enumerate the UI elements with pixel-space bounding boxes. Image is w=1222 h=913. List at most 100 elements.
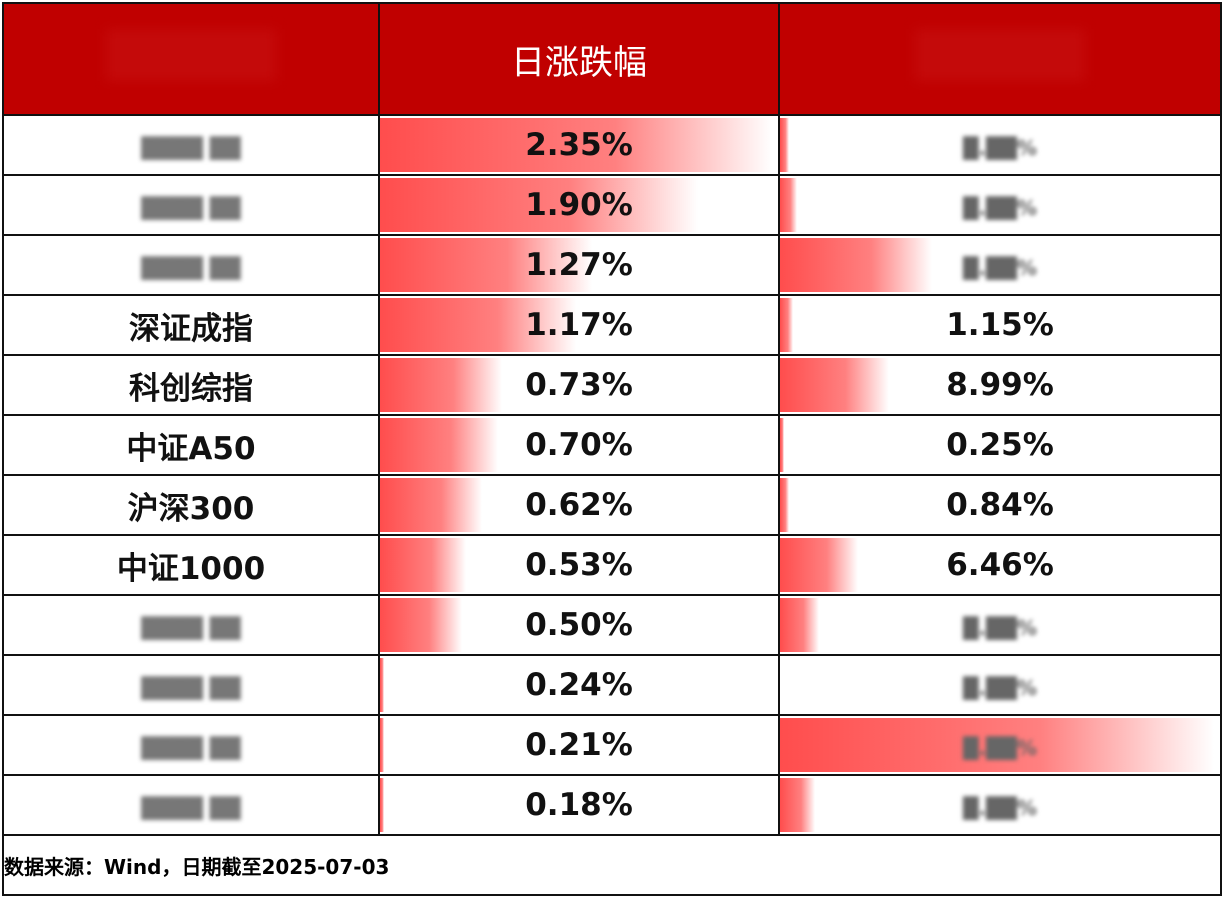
other-metric-bar <box>780 718 1214 772</box>
table-body: ████ ██ 2.35% █.██% ████ ██ 1.90% █.██% ████ █… <box>2 114 1222 836</box>
index-performance-table: 日涨跌幅 ████ ██ 2.35% █.██% ████ ██ 1.90% █.██% █… <box>2 2 1222 896</box>
index-name-cell: ████ ██ <box>2 234 380 296</box>
table-row: ████ ██ 1.90% █.██% <box>2 174 1222 236</box>
data-source-note: 数据来源：Wind，日期截至2025-07-03 <box>2 834 1222 896</box>
table-row: 科创综指 0.73% 8.99% <box>2 354 1222 416</box>
daily-change-bar <box>380 778 384 832</box>
daily-change-bar <box>380 298 576 352</box>
other-metric-value: 8.99% <box>946 367 1054 403</box>
table-row: ████ ██ 1.27% █.██% <box>2 234 1222 296</box>
daily-change-value: 0.18% <box>525 787 633 823</box>
daily-change-cell: 0.50% <box>378 594 780 656</box>
table-row: ████ ██ 0.18% █.██% <box>2 774 1222 836</box>
blurred-index-name: ████ ██ <box>141 736 241 760</box>
table-row: ████ ██ 0.24% █.██% <box>2 654 1222 716</box>
other-metric-cell: █.██% <box>778 234 1222 296</box>
daily-change-cell: 0.70% <box>378 414 780 476</box>
other-metric-bar <box>780 238 932 292</box>
other-metric-bar <box>780 118 789 172</box>
other-metric-cell: 8.99% <box>778 354 1222 416</box>
header-index-name <box>2 2 380 116</box>
daily-change-cell: 0.62% <box>378 474 780 536</box>
blurred-other-value: █.██% <box>963 676 1037 700</box>
header-other-metric <box>778 2 1222 116</box>
other-metric-cell: █.██% <box>778 594 1222 656</box>
index-name-cell: ████ ██ <box>2 114 380 176</box>
index-name: 中证1000 <box>116 550 266 587</box>
daily-change-bar <box>380 658 384 712</box>
daily-change-value: 0.73% <box>525 367 633 403</box>
table-row: 中证A50 0.70% 0.25% <box>2 414 1222 476</box>
blurred-header-label <box>915 28 1085 81</box>
daily-change-cell: 0.53% <box>378 534 780 596</box>
index-name: 沪深300 <box>127 490 255 527</box>
other-metric-cell: 1.15% <box>778 294 1222 356</box>
daily-change-cell: 0.73% <box>378 354 780 416</box>
blurred-index-name: ████ ██ <box>141 616 241 640</box>
blurred-index-name: ████ ██ <box>141 196 241 220</box>
other-metric-bar <box>780 418 785 472</box>
index-name-cell: ████ ██ <box>2 654 380 716</box>
index-name-cell: 深证成指 <box>2 294 380 356</box>
daily-change-cell: 2.35% <box>378 114 780 176</box>
blurred-index-name: ████ ██ <box>141 676 241 700</box>
other-metric-bar <box>780 778 815 832</box>
daily-change-value: 0.62% <box>525 487 633 523</box>
index-name-cell: 中证A50 <box>2 414 380 476</box>
table-row: ████ ██ 2.35% █.██% <box>2 114 1222 176</box>
daily-change-value: 0.70% <box>525 427 633 463</box>
daily-change-value: 0.53% <box>525 547 633 583</box>
daily-change-bar <box>380 358 502 412</box>
table-footer-row: 数据来源：Wind，日期截至2025-07-03 <box>2 834 1222 896</box>
other-metric-bar <box>780 298 794 352</box>
other-metric-cell: 6.46% <box>778 534 1222 596</box>
table-row: ████ ██ 0.21% █.██% <box>2 714 1222 776</box>
other-metric-bar <box>780 178 798 232</box>
daily-change-bar <box>380 178 698 232</box>
index-name-cell: 中证1000 <box>2 534 380 596</box>
daily-change-cell: 0.18% <box>378 774 780 836</box>
daily-change-cell: 1.27% <box>378 234 780 296</box>
daily-change-bar <box>380 718 384 772</box>
daily-change-cell: 0.24% <box>378 654 780 716</box>
index-name: 中证A50 <box>126 430 256 467</box>
blurred-index-name: ████ ██ <box>141 256 241 280</box>
blurred-other-value: █.██% <box>963 796 1037 820</box>
other-metric-cell: █.██% <box>778 654 1222 716</box>
other-metric-bar <box>780 598 820 652</box>
blurred-other-value: █.██% <box>963 136 1037 160</box>
daily-change-value: 0.24% <box>525 667 633 703</box>
daily-change-bar <box>380 598 463 652</box>
daily-change-cell: 1.90% <box>378 174 780 236</box>
other-metric-cell: █.██% <box>778 714 1222 776</box>
daily-change-bar <box>380 478 482 532</box>
index-name-cell: ████ ██ <box>2 174 380 236</box>
index-name-cell: ████ ██ <box>2 714 380 776</box>
index-name-cell: 科创综指 <box>2 354 380 416</box>
daily-change-value: 1.90% <box>525 187 633 223</box>
table-header-row: 日涨跌幅 <box>2 2 1222 116</box>
other-metric-value: 0.84% <box>946 487 1054 523</box>
daily-change-value: 1.27% <box>525 247 633 283</box>
other-metric-cell: █.██% <box>778 774 1222 836</box>
daily-change-bar <box>380 418 498 472</box>
other-metric-value: 6.46% <box>946 547 1054 583</box>
other-metric-cell: █.██% <box>778 114 1222 176</box>
other-metric-cell: 0.25% <box>778 414 1222 476</box>
index-name-cell: ████ ██ <box>2 594 380 656</box>
daily-change-bar <box>380 118 772 172</box>
daily-change-bar <box>380 238 592 292</box>
blurred-index-name: ████ ██ <box>141 796 241 820</box>
blurred-other-value: █.██% <box>963 196 1037 220</box>
blurred-index-name: ████ ██ <box>141 136 241 160</box>
table-row: ████ ██ 0.50% █.██% <box>2 594 1222 656</box>
table-row: 沪深300 0.62% 0.84% <box>2 474 1222 536</box>
daily-change-bar <box>380 538 467 592</box>
header-daily-change: 日涨跌幅 <box>378 2 780 116</box>
daily-change-value: 1.17% <box>525 307 633 343</box>
other-metric-value: 0.25% <box>946 427 1054 463</box>
index-name-cell: 沪深300 <box>2 474 380 536</box>
other-metric-bar <box>780 478 789 532</box>
daily-change-cell: 1.17% <box>378 294 780 356</box>
